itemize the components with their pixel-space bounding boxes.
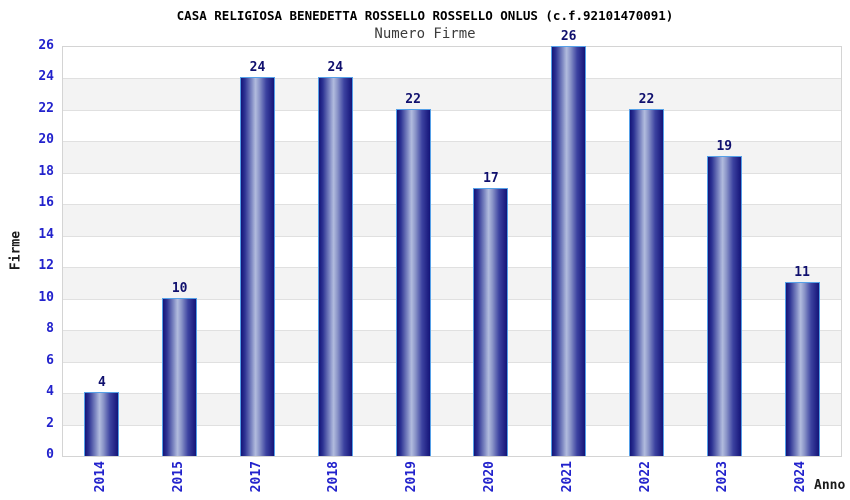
y-tick-label-2: 2 — [46, 415, 54, 431]
bar-2015 — [162, 297, 198, 456]
plot-area: 4 10 24 24 22 17 26 22 19 11 — [62, 30, 842, 457]
bar-2024 — [784, 281, 820, 456]
bar-value-label-2019: 22 — [405, 91, 421, 107]
gridline-12 — [63, 267, 841, 269]
x-tick-label-2018: 2018 — [326, 461, 342, 493]
y-tick-label-26: 26 — [38, 38, 54, 53]
gridline-4 — [63, 393, 841, 395]
bar-value-label-2014: 4 — [97, 375, 106, 391]
x-tick-label-2020: 2020 — [481, 461, 497, 493]
bar-value-label-2020: 17 — [483, 170, 499, 186]
bar-2014 — [84, 392, 120, 456]
bar-value-label-2015: 10 — [171, 280, 188, 296]
bar-2019 — [395, 108, 431, 456]
bar-value-label-2021: 26 — [560, 29, 577, 44]
x-tick-label-2024: 2024 — [793, 461, 809, 493]
background-band — [63, 78, 841, 110]
y-tick-label-20: 20 — [38, 132, 54, 148]
gridline-24 — [63, 78, 841, 80]
y-tick-label-10: 10 — [38, 289, 54, 305]
y-tick-label-6: 6 — [46, 352, 54, 368]
y-tick-label-4: 4 — [46, 384, 54, 400]
bar-2020 — [473, 187, 509, 456]
bar-value-label-2023: 19 — [716, 139, 733, 155]
bar-2018 — [317, 77, 353, 456]
gridline-20 — [63, 141, 841, 143]
background-band — [63, 109, 841, 142]
background-band — [63, 47, 841, 79]
y-tick-label-22: 22 — [38, 100, 54, 116]
chart-title: CASA RELIGIOSA BENEDETTA ROSSELLO ROSSEL… — [176, 8, 674, 23]
gridline-10 — [63, 298, 841, 300]
y-tick-label-14: 14 — [38, 226, 54, 242]
bar-value-label-2017: 24 — [249, 60, 266, 76]
bar-value-label-2018: 24 — [327, 60, 344, 76]
bar-2021 — [551, 46, 587, 456]
bar-2022 — [629, 108, 664, 456]
y-tick-label-18: 18 — [38, 163, 54, 179]
x-tick-label-2021: 2021 — [559, 461, 575, 493]
x-axis-label: Anno — [814, 478, 846, 493]
gridline-22 — [63, 109, 841, 111]
x-tick-label-2015: 2015 — [170, 461, 186, 493]
gridline-14 — [63, 235, 841, 237]
x-tick-label-2022: 2022 — [637, 461, 653, 493]
x-tick-label-2019: 2019 — [404, 461, 420, 493]
chart-subtitle: Numero Firme — [374, 26, 476, 42]
x-tick-label-2017: 2017 — [248, 461, 264, 493]
x-tick-label-2023: 2023 — [715, 461, 731, 493]
bar-2023 — [706, 156, 742, 456]
y-tick-label-16: 16 — [38, 195, 54, 211]
y-tick-label-8: 8 — [46, 321, 54, 337]
gridline-6 — [63, 361, 841, 363]
x-tick-label-2014: 2014 — [92, 461, 108, 493]
bar-2017 — [240, 77, 275, 456]
y-tick-label-24: 24 — [38, 69, 54, 85]
gridline-16 — [63, 204, 841, 206]
y-tick-label-12: 12 — [38, 258, 54, 274]
y-tick-label-0: 0 — [46, 447, 54, 462]
gridline-8 — [63, 330, 841, 332]
gridline-2 — [63, 424, 841, 426]
gridline-18 — [63, 172, 841, 174]
bar-value-label-2024: 11 — [794, 264, 810, 280]
bar-value-label-2022: 22 — [638, 91, 655, 107]
